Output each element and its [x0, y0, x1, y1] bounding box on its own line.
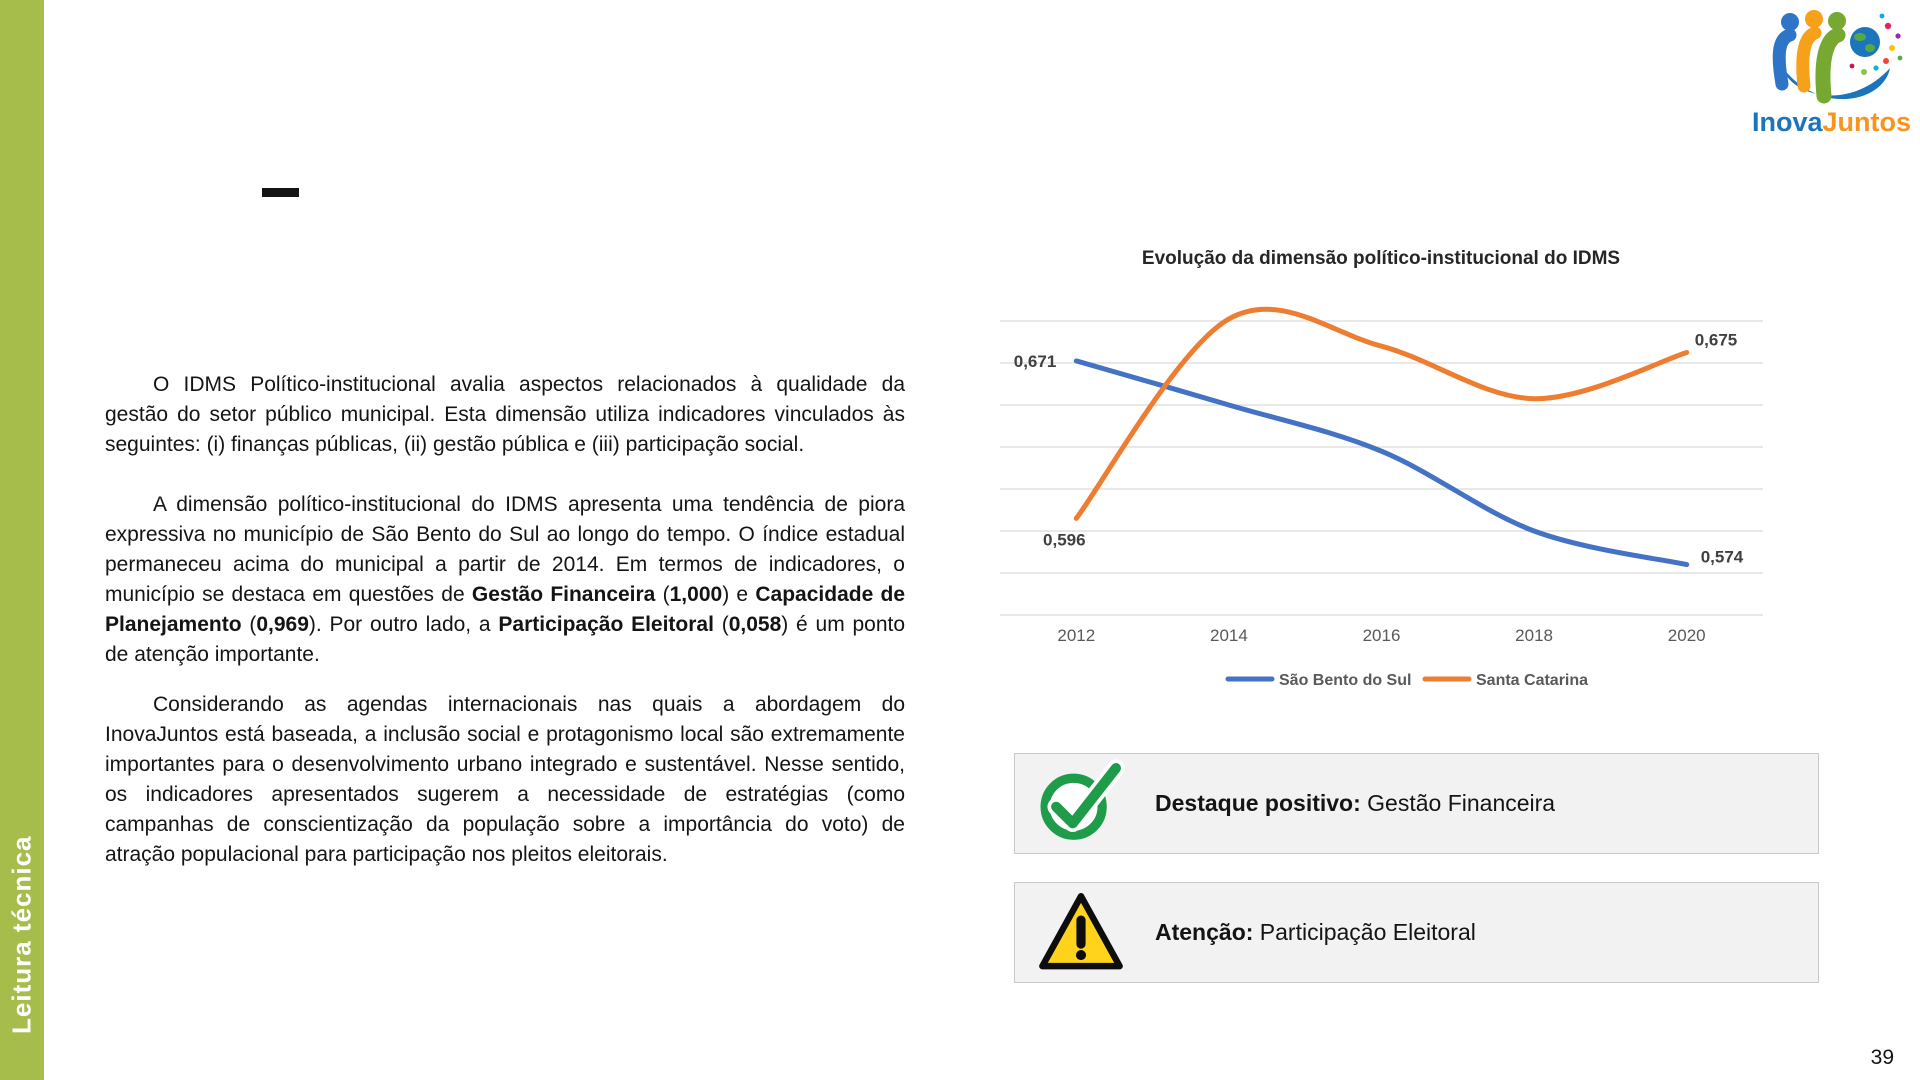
chart-title: Evolução da dimensão político-institucio… — [1142, 248, 1620, 269]
sidebar-label: Leitura técnica — [6, 835, 37, 1035]
logo-dot — [1879, 13, 1885, 19]
paragraph-idms-analysis: A dimensão político-institucional do IDM… — [105, 493, 906, 666]
data-label: 0,671 — [1014, 352, 1057, 371]
logo-person-green-body — [1815, 27, 1846, 104]
logo-dot — [1873, 65, 1879, 71]
logo-dot — [1895, 33, 1901, 39]
logo-dot — [1889, 45, 1895, 51]
logo-dot — [1861, 69, 1867, 75]
series-line-1 — [1073, 306, 1690, 521]
x-tick-label: 2018 — [1515, 626, 1553, 645]
page-number: 39 — [1870, 1046, 1894, 1069]
logo-person-blue-body — [1772, 28, 1797, 91]
logo-person-blue-head — [1781, 13, 1799, 31]
title-dash — [262, 188, 299, 197]
callout-warning-label: Atenção: — [1155, 919, 1254, 945]
article-text: O IDMS Político-institucional avalia asp… — [105, 370, 905, 870]
x-tick-label: 2020 — [1668, 626, 1706, 645]
x-tick-label: 2014 — [1210, 626, 1248, 645]
callout-positive-text: Destaque positivo: Gestão Financeira — [1155, 790, 1556, 816]
callout-warning-text: Atenção: Participação Eleitoral — [1155, 919, 1476, 945]
warning-triangle-icon — [1035, 887, 1127, 979]
logo-person-orange-body — [1796, 26, 1822, 93]
logo-globe — [1850, 27, 1880, 57]
legend-label-0: São Bento do Sul — [1279, 672, 1411, 689]
logo-text-juntos: Juntos — [1822, 107, 1912, 137]
paragraph-idms-recommendation: Considerando as agendas internacionais n… — [105, 693, 905, 866]
paragraph-idms-definition: O IDMS Político-institucional avalia asp… — [105, 373, 905, 456]
x-tick-label: 2016 — [1363, 626, 1401, 645]
inovajuntos-logo: InovaJuntos — [1752, 6, 1911, 138]
logo-dot — [1883, 58, 1889, 64]
callout-warning: Atenção: Participação Eleitoral — [1014, 882, 1819, 983]
x-tick-label: 2012 — [1057, 626, 1095, 645]
logo-text-inova: Inova — [1752, 107, 1823, 137]
inovajuntos-logo-graphic — [1772, 10, 1903, 104]
logo-person-green-head — [1828, 12, 1846, 30]
logo-wordmark: InovaJuntos — [1752, 107, 1911, 137]
legend-label-1: Santa Catarina — [1476, 672, 1588, 689]
logo-dot — [1849, 63, 1855, 69]
data-label: 0,574 — [1701, 548, 1744, 567]
data-label: 0,596 — [1043, 530, 1086, 549]
logo-person-orange-head — [1805, 10, 1823, 28]
series-line-0 — [1073, 358, 1690, 568]
data-label: 0,675 — [1695, 331, 1738, 350]
callout-positive: Destaque positivo: Gestão Financeira — [1014, 753, 1819, 854]
logo-dot — [1884, 22, 1892, 30]
logo-globe-land — [1854, 33, 1866, 41]
sidebar-band: Leitura técnica — [0, 0, 44, 1080]
logo-globe-land — [1865, 44, 1875, 52]
logo-dot — [1897, 55, 1903, 61]
check-circle-icon — [1035, 758, 1127, 850]
callout-positive-label: Destaque positivo: — [1155, 790, 1361, 816]
